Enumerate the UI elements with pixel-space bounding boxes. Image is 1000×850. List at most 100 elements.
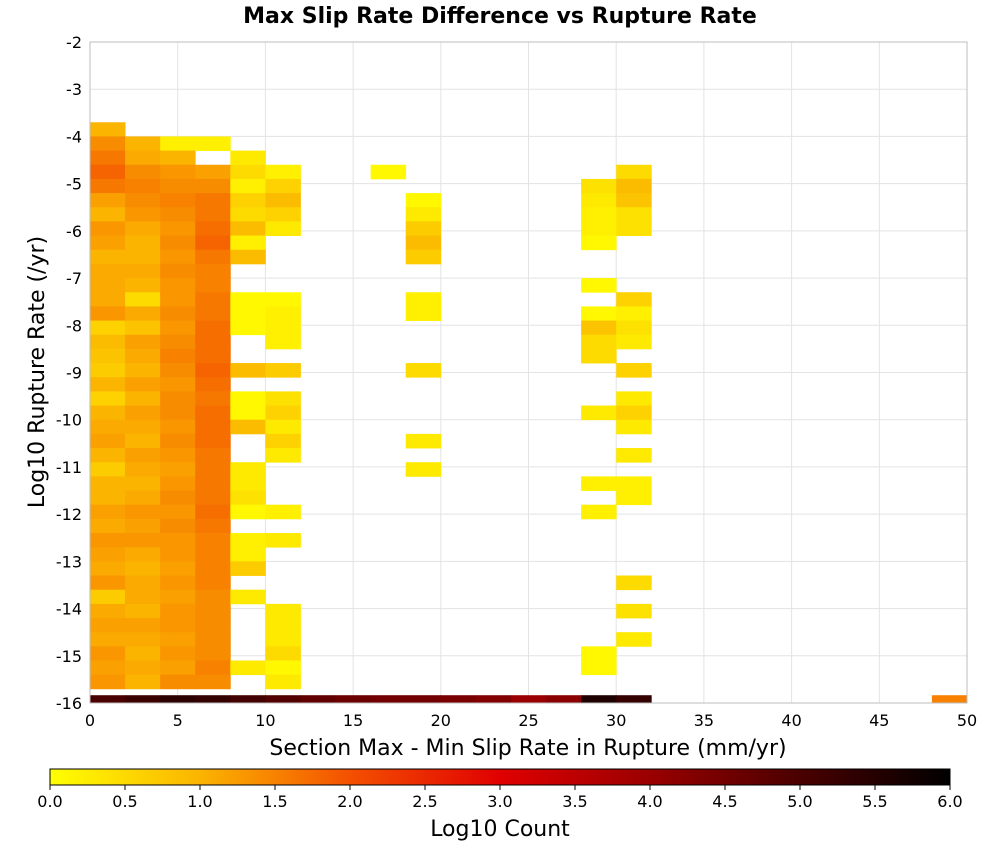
heatmap-cell [230,533,266,548]
heatmap-cell [125,561,161,576]
heatmap-cell [581,207,617,222]
heatmap-cell [160,235,196,251]
colorbar-label: Log10 Count [430,817,570,842]
heatmap-cell [160,377,196,392]
heatmap-cell [230,164,266,180]
x-axis-ticks: 0 5 10 15 20 25 30 35 40 45 50 [85,711,977,730]
heatmap-cell [160,533,196,548]
heatmap-cell [265,419,301,435]
colorbar [49,768,951,786]
y-tick-label: -8 [66,316,82,335]
heatmap-cell [125,164,161,180]
heatmap-cell [125,476,161,491]
heatmap-cell [581,476,617,491]
heatmap-cell [125,249,161,265]
heatmap-cell [125,292,161,307]
y-tick-label: -12 [56,505,82,524]
heatmap-cell [195,476,231,491]
heatmap-cell [195,547,231,562]
heatmap-cell [125,674,161,690]
heatmap-cell [160,433,196,449]
heatmap-cell [230,235,266,251]
heatmap-cell [90,646,126,661]
heatmap-cell [581,193,617,208]
heatmap-cell [160,674,196,690]
heatmap-cell [195,533,231,548]
heatmap-cell [90,575,126,591]
heatmap-cell [195,561,231,576]
heatmap-cell [160,306,196,321]
heatmap-cell [125,150,161,166]
heatmap-cell [90,504,126,520]
heatmap-cell [195,504,231,520]
colorbar-tick-label: 0.0 [37,792,62,811]
heatmap-cell [160,150,196,166]
heatmap-cell [616,419,652,435]
heatmap-cell [195,207,231,222]
y-tick-label: -7 [66,269,82,288]
heatmap-cell [195,178,231,194]
heatmap-cell [125,646,161,661]
heatmap-cell [581,695,617,704]
heatmap-cell [230,660,266,676]
heatmap-cell [195,660,231,676]
heatmap-cell [300,695,336,704]
heatmap-cell [90,618,126,633]
heatmap-cell [265,674,301,690]
heatmap-cell [160,405,196,421]
heatmap-cell [90,695,126,704]
heatmap-cell [581,235,617,251]
heatmap-cell [125,306,161,321]
heatmap-cell [90,150,126,166]
heatmap-cell [125,136,161,151]
heatmap-cell [90,547,126,562]
heatmap-cell [230,405,266,421]
heatmap-cell [581,278,617,293]
heatmap-cell [125,490,161,506]
heatmap-cell [90,448,126,463]
x-tick-label: 5 [173,711,183,730]
heatmap-cell [265,221,301,236]
heatmap-cell [195,589,231,605]
heatmap-cell [616,363,652,378]
heatmap-cell [195,306,231,321]
heatmap-cell [195,193,231,208]
heatmap-cell [931,695,968,704]
heatmap-cell [230,150,266,166]
heatmap-cell [195,136,231,151]
heatmap-cell [195,490,231,506]
heatmap-cell [230,320,266,336]
heatmap-cell [195,164,231,180]
heatmap-cell [160,618,196,633]
heatmap-cell [160,263,196,279]
heatmap-cell [125,419,161,435]
heatmap-cell [160,589,196,605]
heatmap-cell [125,603,161,619]
heatmap-cell [265,618,301,633]
heatmap-cell [230,419,266,435]
y-tick-label: -11 [56,458,82,477]
heatmap-cell [90,603,126,619]
heatmap-cell [616,391,652,406]
heatmap-cell [90,320,126,336]
heatmap-cell [90,462,126,477]
heatmap-cell [160,136,196,151]
heatmap-cell [265,306,301,321]
heatmap-cell [160,249,196,265]
heatmap-cell [230,193,266,208]
heatmap-cell [160,476,196,491]
heatmap-cell [195,320,231,336]
heatmap-cell [195,235,231,251]
heatmap-cell [160,320,196,336]
y-tick-label: -9 [66,364,82,383]
heatmap-cell [265,632,301,647]
heatmap-cell [405,462,442,477]
x-tick-label: 35 [694,711,714,730]
heatmap-cell [195,575,231,591]
heatmap-cell [405,695,442,704]
heatmap-cell [160,603,196,619]
heatmap-cell [90,674,126,690]
heatmap-cell [125,263,161,279]
heatmap-cell [90,561,126,576]
heatmap-cell [581,660,617,676]
